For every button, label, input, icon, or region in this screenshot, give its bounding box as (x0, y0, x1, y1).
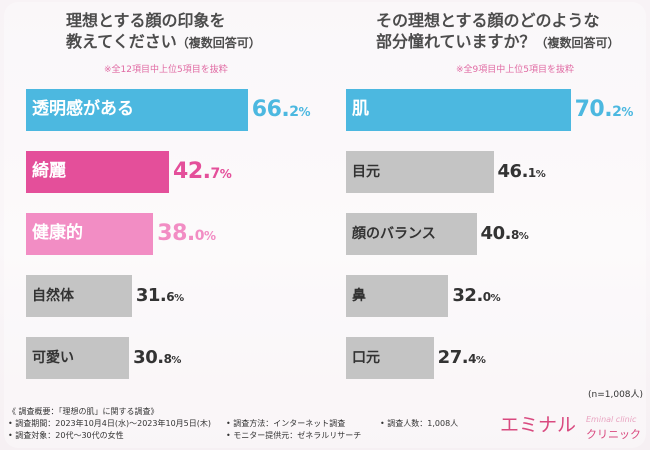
brand-en: Eminal clinic (586, 415, 637, 424)
survey-period: • 調査期間：2023年10月4日(水)～2023年10月5日(木) (8, 419, 212, 428)
value-unit: % (219, 167, 232, 181)
bar-value-2: 46.1% (498, 163, 546, 181)
brand-sub: クリニック (586, 428, 641, 441)
bar-label-3: 健康的 (32, 223, 83, 243)
left-chart-title: 理想とする顔の印象を 教えてください（複数回答可） (66, 10, 261, 54)
value-unit: % (535, 169, 546, 180)
bar-2 (346, 151, 494, 193)
bar-4 (346, 275, 449, 317)
bar-label-3: 顔のバランス (352, 226, 436, 242)
value-dec: 0 (194, 228, 205, 244)
value-unit: % (621, 105, 633, 119)
bar-4 (26, 275, 132, 317)
bar-1 (346, 89, 571, 131)
survey-method: • 調査方法：インターネット調査 (226, 419, 346, 428)
value-dec: 6 (166, 290, 175, 304)
bar-label-4: 鼻 (352, 288, 366, 304)
value-unit: % (518, 231, 529, 242)
bar-value-5: 27.4% (438, 349, 486, 367)
bar-value-2: 42.7% (173, 159, 232, 184)
bar-value-3: 38.0% (157, 221, 216, 246)
value-unit: % (171, 355, 181, 366)
value-unit: % (490, 293, 501, 304)
value-int: 66. (251, 97, 290, 122)
value-dec: 8 (510, 228, 519, 242)
bar-1 (26, 89, 248, 131)
bar-label-4: 自然体 (32, 288, 74, 304)
value-dec: 1 (527, 166, 536, 180)
survey-target: • 調査対象：20代～30代の女性 (8, 431, 124, 440)
value-dec: 4 (468, 352, 476, 366)
bar-value-3: 40.8% (481, 225, 529, 243)
value-dec: 7 (210, 166, 221, 182)
right-title-suffix: （複数回答可） (535, 36, 620, 50)
value-unit: % (475, 355, 486, 366)
survey-respondents: • 調査人数：1,008人 (380, 419, 459, 428)
bar-value-1: 66.2% (251, 97, 311, 122)
right-chart-title: その理想とする顔のどのような 部分憧れていますか？（複数回答可） (376, 10, 620, 54)
brand-name: エミナル (500, 414, 577, 436)
bar-5 (26, 337, 130, 379)
right-title-line1: その理想とする顔のどのような (376, 11, 600, 30)
right-chart-note: ※全9項目中上位5項目を抜粋 (456, 65, 574, 75)
bar-value-4: 31.6% (136, 287, 184, 305)
survey-overview: 《 調査概要：「理想の肌」に関する調査》 (8, 407, 159, 416)
bar-label-1: 肌 (352, 99, 369, 119)
value-dec: 2 (612, 104, 622, 120)
left-chart-note: ※全12項目中上位5項目を抜粋 (104, 65, 228, 75)
survey-footer: 《 調査概要：「理想の肌」に関する調査》 • 調査期間：2023年10月4日(水… (0, 404, 650, 450)
value-dec: 8 (163, 352, 172, 366)
bar-label-5: 可愛い (32, 350, 74, 366)
bar-5 (346, 337, 434, 379)
value-int: 38. (157, 221, 195, 246)
value-int: 42. (173, 159, 211, 184)
bar-value-5: 30.8% (133, 349, 181, 367)
value-int: 32. (452, 285, 483, 306)
value-int: 31. (135, 285, 167, 306)
value-int: 46. (497, 161, 529, 182)
right-title-line2: 部分憧れていますか？ (376, 32, 536, 51)
sample-size-note: (n=1,008人) (588, 390, 644, 400)
value-unit: % (298, 105, 311, 119)
value-int: 27. (437, 347, 469, 368)
value-int: 40. (480, 223, 512, 244)
bar-label-2: 綺麗 (32, 161, 66, 181)
bar-label-1: 透明感がある (32, 99, 134, 119)
left-title-line2: 教えてください (66, 32, 177, 51)
bar-label-5: 口元 (352, 350, 380, 366)
survey-provider: • モニター提供元：ゼネラルリサーチ (226, 431, 362, 440)
bar-label-2: 目元 (352, 164, 380, 180)
bar-value-1: 70.2% (574, 97, 634, 122)
left-title-suffix: （複数回答可） (176, 36, 261, 50)
value-int: 30. (133, 347, 164, 368)
bar-3 (26, 213, 154, 255)
bar-3 (346, 213, 477, 255)
value-int: 70. (574, 97, 613, 122)
value-dec: 0 (482, 290, 491, 304)
brand-logo: エミナル Eminal clinic クリニック (500, 414, 641, 444)
left-title-line1: 理想とする顔の印象を (66, 11, 226, 30)
value-unit: % (204, 229, 216, 243)
value-unit: % (174, 293, 184, 304)
bar-2 (26, 151, 170, 193)
value-dec: 2 (289, 104, 299, 120)
bar-value-4: 32.0% (452, 287, 500, 305)
